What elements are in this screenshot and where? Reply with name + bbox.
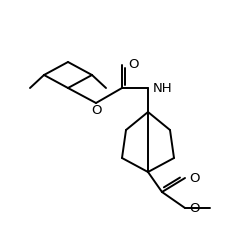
Text: O: O <box>189 172 200 185</box>
Text: O: O <box>91 103 101 117</box>
Text: O: O <box>128 59 139 71</box>
Text: NH: NH <box>153 82 173 94</box>
Text: O: O <box>189 201 200 215</box>
